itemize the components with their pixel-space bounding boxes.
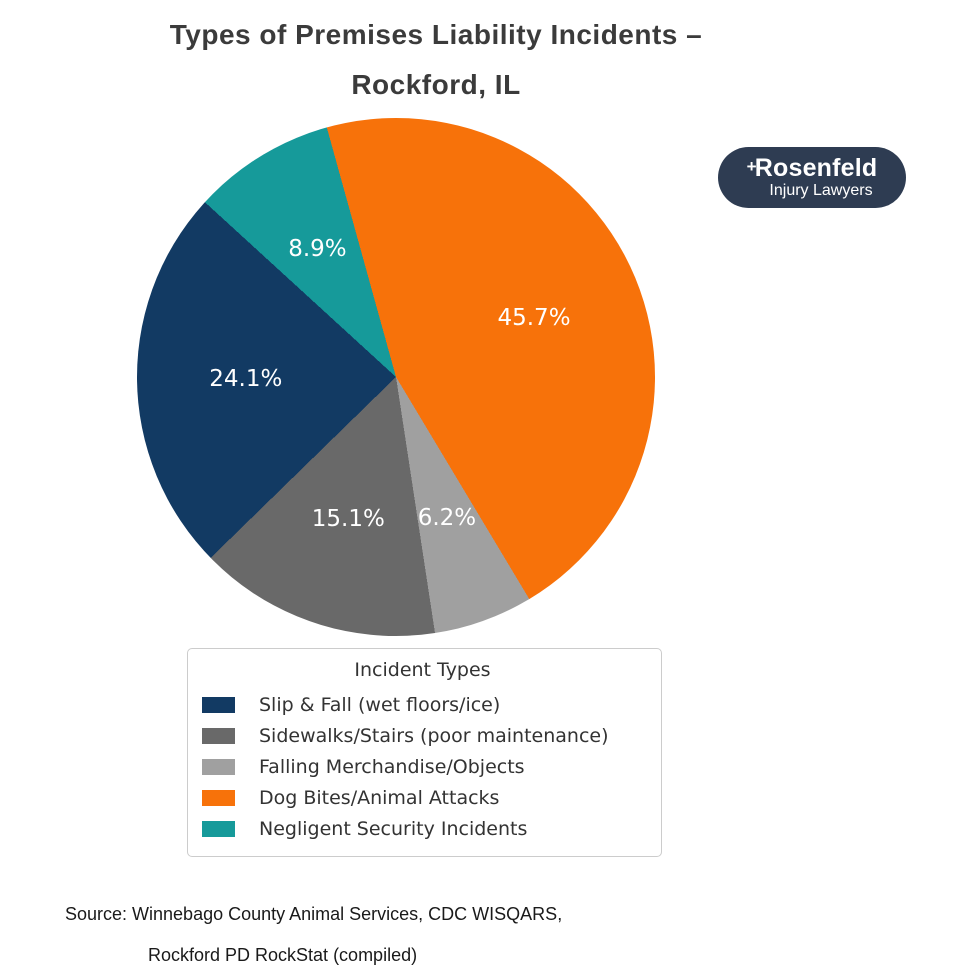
legend-swatch-navy <box>202 696 235 713</box>
legend-label: Falling Merchandise/Objects <box>259 755 525 778</box>
source-note: Source: Winnebago County Animal Services… <box>65 903 562 966</box>
page-title: Types of Premises Liability Incidents – … <box>36 10 836 110</box>
legend-item-slip-fall: Slip & Fall (wet floors/ice) <box>198 689 647 720</box>
pie-circle <box>137 118 655 636</box>
legend-item-dog-bites: Dog Bites/Animal Attacks <box>198 782 647 813</box>
legend-label: Negligent Security Incidents <box>259 817 528 840</box>
legend-title: Incident Types <box>354 659 491 681</box>
pie-chart: 45.7% 6.2% 15.1% 24.1% 8.9% <box>137 118 655 636</box>
pie-percent-label: 6.2% <box>417 505 477 532</box>
legend-label: Sidewalks/Stairs (poor maintenance) <box>259 724 609 747</box>
legend-box: Incident Types Slip & Fall (wet floors/i… <box>187 648 662 857</box>
pie-percent-label: 8.9% <box>288 235 347 262</box>
legend-label: Dog Bites/Animal Attacks <box>259 786 500 809</box>
logo-name-text: Rosenfeld <box>754 153 878 182</box>
rosenfeld-logo-badge: + Rosenfeld Injury Lawyers <box>718 147 906 208</box>
pie-percent-label: 45.7% <box>497 304 571 331</box>
legend-item-falling-merchandise: Falling Merchandise/Objects <box>198 751 647 782</box>
source-line1: Source: Winnebago County Animal Services… <box>65 904 563 924</box>
legend-swatch-lightgray <box>202 758 235 775</box>
legend-item-sidewalks-stairs: Sidewalks/Stairs (poor maintenance) <box>198 720 647 751</box>
legend-item-negligent-security: Negligent Security Incidents <box>198 813 647 844</box>
logo-name: + Rosenfeld <box>746 153 878 182</box>
pie-percent-label: 24.1% <box>209 366 283 393</box>
legend-swatch-orange <box>202 789 235 806</box>
legend-swatch-darkgray <box>202 727 235 744</box>
pie-percent-label: 15.1% <box>311 506 385 533</box>
page-title-line1: Types of Premises Liability Incidents – <box>169 19 703 50</box>
legend-swatch-teal <box>202 820 235 837</box>
source-line2: Rockford PD RockStat (compiled) <box>148 945 418 965</box>
logo-plus-icon: + <box>746 156 757 176</box>
logo-tagline: Injury Lawyers <box>769 181 873 199</box>
legend-label: Slip & Fall (wet floors/ice) <box>259 693 501 716</box>
page-title-line2: Rockford, IL <box>351 69 521 100</box>
